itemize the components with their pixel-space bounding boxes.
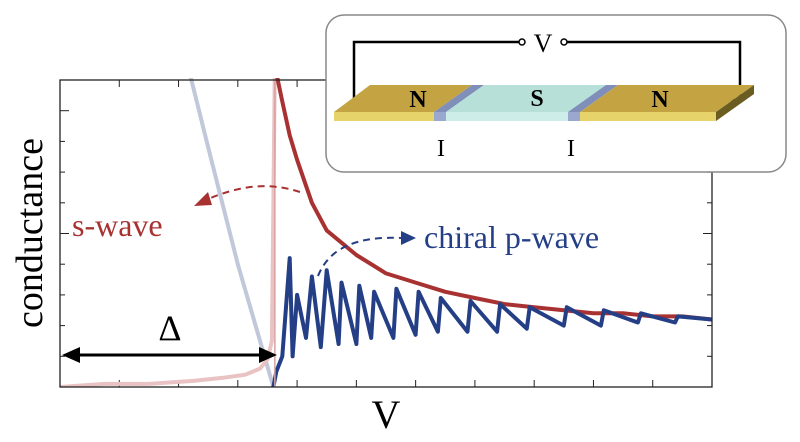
voltage-label: V — [534, 29, 553, 58]
right-barrier — [568, 85, 618, 112]
p-wave-pointer-arrow — [317, 236, 403, 277]
series-s-wave-subgap — [60, 78, 277, 387]
s-wave-pointer-arrow — [205, 185, 301, 201]
x-axis-label: V — [372, 392, 401, 437]
right-terminal — [560, 38, 568, 46]
left-wire — [352, 40, 520, 112]
chart-curves — [60, 78, 712, 387]
left-barrier-front — [434, 112, 446, 121]
barrier-label-right: I — [567, 136, 575, 162]
series-label-chiral-p-wave: chiral p-wave — [424, 219, 599, 255]
barrier-label-left: I — [437, 136, 445, 162]
right-normal-front — [580, 112, 716, 121]
left-normal-layer — [334, 85, 472, 112]
gap-annotation: Δ — [62, 308, 277, 363]
series-line-s-wave — [275, 78, 712, 322]
layer-label-left-normal: N — [409, 87, 427, 113]
superconductor-layer — [446, 85, 606, 112]
gap-label: Δ — [158, 308, 181, 348]
left-terminal — [518, 38, 526, 46]
left-barrier — [434, 85, 484, 112]
layer-label-superconductor: S — [530, 86, 543, 112]
right-normal-layer — [580, 85, 754, 112]
p-wave-pointer-arrowhead — [401, 231, 416, 245]
series-line-chiral-p-wave — [271, 256, 712, 387]
layer-label-right-normal: N — [651, 87, 669, 113]
s-wave-pointer-arrowhead — [194, 192, 212, 206]
left-normal-front — [334, 112, 434, 121]
guide-curve — [188, 78, 276, 387]
superconductor-front — [446, 112, 568, 121]
gap-arrowhead-right — [259, 347, 277, 363]
series-label-s-wave: s-wave — [72, 207, 163, 243]
slab-side-face — [716, 85, 754, 121]
gap-arrowhead-left — [62, 347, 80, 363]
y-axis-label: conductance — [9, 138, 51, 328]
right-barrier-front — [568, 112, 580, 121]
device-inset: V N S N I I — [325, 14, 787, 173]
